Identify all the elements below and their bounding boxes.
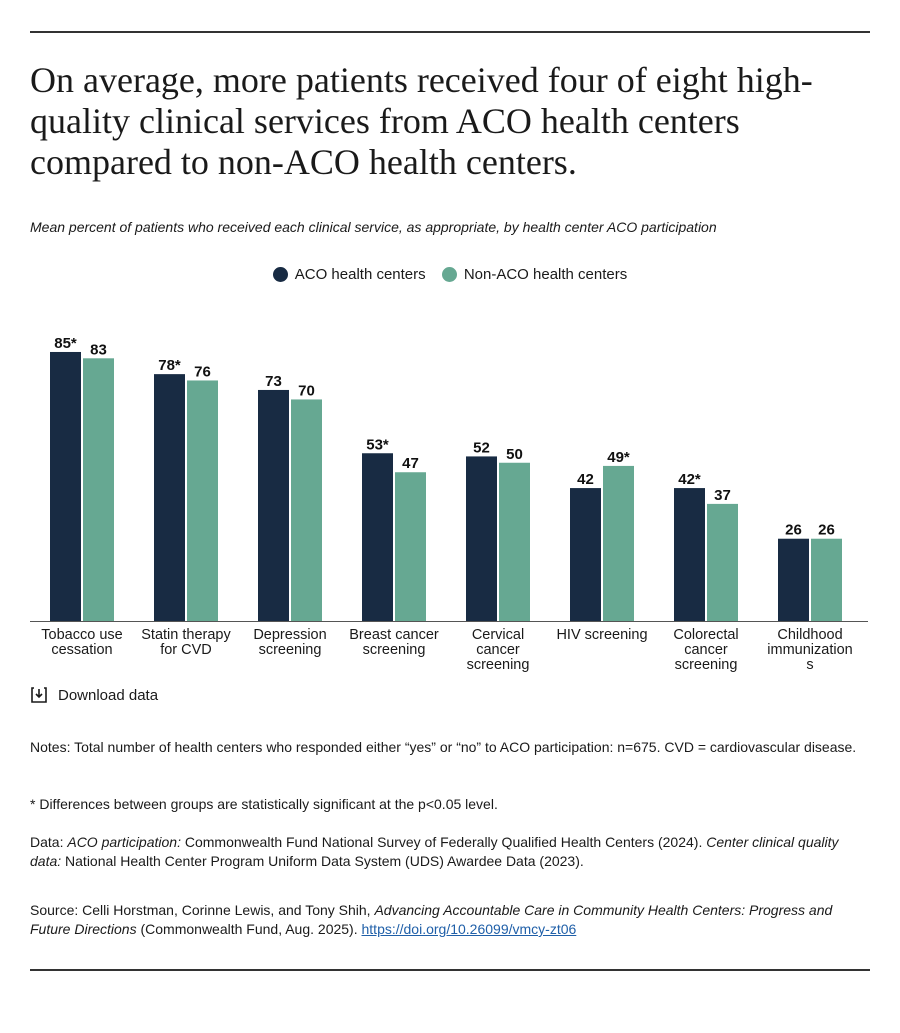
category-label-0-line-0: Tobacco use xyxy=(41,627,122,643)
data-label-aco-0: 85* xyxy=(54,335,77,352)
bar-aco-1 xyxy=(154,374,185,621)
source-prefix: Source: Celli Horstman, Corinne Lewis, a… xyxy=(30,902,375,918)
category-label-3-line-1: screening xyxy=(363,642,426,658)
download-data-label: Download data xyxy=(58,686,159,704)
category-label-7-line-2: s xyxy=(806,657,813,673)
bar-aco-0 xyxy=(50,351,81,621)
source-citation: Source: Celli Horstman, Corinne Lewis, a… xyxy=(30,901,870,939)
bar-aco-5 xyxy=(570,488,601,621)
data-label-non-aco-0: 83 xyxy=(90,341,107,358)
data-label-aco-4: 52 xyxy=(473,439,490,456)
category-label-6-line-1: cancer xyxy=(684,642,728,658)
data-label-non-aco-2: 70 xyxy=(298,382,315,399)
data-label-non-aco-7: 26 xyxy=(818,522,835,539)
bottom-rule xyxy=(30,969,870,971)
bar-non-aco-3 xyxy=(395,472,426,621)
data-label-non-aco-5: 49* xyxy=(607,449,630,466)
legend-swatch-aco xyxy=(272,267,288,282)
data-label-aco-7: 26 xyxy=(785,522,802,539)
bar-aco-6 xyxy=(674,488,705,621)
data-label-non-aco-6: 37 xyxy=(714,487,731,504)
category-label-0-line-1: cessation xyxy=(51,642,112,658)
data-prefix: Data: xyxy=(30,834,68,850)
data-label-aco-1: 78* xyxy=(158,357,181,374)
bar-aco-7 xyxy=(778,538,809,621)
source-title: Advancing Accountable Care in Community … xyxy=(30,902,833,937)
category-label-2-line-1: screening xyxy=(259,642,322,658)
bar-aco-2 xyxy=(258,389,289,621)
source-doi-link[interactable]: https://doi.org/10.26099/vmcy-zt06 xyxy=(361,921,577,937)
data-label-aco-2: 73 xyxy=(265,373,282,390)
data-aco-text: Commonwealth Fund National Survey of Fed… xyxy=(180,834,707,850)
category-label-7-line-1: immunization xyxy=(767,642,852,658)
data-label-non-aco-3: 47 xyxy=(402,455,419,472)
chart-legend: ACO health centers Non-ACO health center… xyxy=(0,266,900,286)
bar-non-aco-4 xyxy=(499,462,530,621)
category-label-2-line-0: Depression xyxy=(253,627,326,643)
legend-item-non-aco: Non-ACO health centers xyxy=(441,266,628,283)
data-aco-label: ACO participation: xyxy=(67,834,181,850)
data-sources: Data: ACO participation: Commonwealth Fu… xyxy=(30,833,870,871)
category-label-5-line-0: HIV screening xyxy=(556,627,647,643)
data-quality-text: National Health Center Program Uniform D… xyxy=(61,853,584,869)
data-label-non-aco-4: 50 xyxy=(506,446,523,463)
chart-title: On average, more patients received four … xyxy=(30,60,813,182)
category-label-4-line-2: screening xyxy=(467,657,530,673)
category-label-3-line-0: Breast cancer xyxy=(349,627,439,643)
bar-aco-3 xyxy=(362,453,393,621)
bar-non-aco-5 xyxy=(603,465,634,621)
source-suffix: (Commonwealth Fund, Aug. 2025). xyxy=(136,921,362,937)
category-label-6-line-0: Colorectal xyxy=(673,627,738,643)
category-label-4-line-1: cancer xyxy=(476,642,520,658)
category-label-4-line-0: Cervical xyxy=(472,627,524,643)
notes-text: Notes: Total number of health centers wh… xyxy=(30,739,857,755)
bar-aco-4 xyxy=(466,456,497,621)
bar-non-aco-6 xyxy=(707,503,738,621)
download-icon xyxy=(31,687,47,703)
data-label-aco-6: 42* xyxy=(678,471,701,488)
category-label-6-line-2: screening xyxy=(675,657,738,673)
top-rule xyxy=(30,31,870,33)
legend-swatch-non-aco xyxy=(441,267,457,282)
bar-non-aco-0 xyxy=(83,358,114,621)
category-label-1-line-0: Statin therapy xyxy=(141,627,231,643)
bar-non-aco-7 xyxy=(811,538,842,621)
data-label-aco-3: 53* xyxy=(366,436,389,453)
legend-label-aco: ACO health centers xyxy=(294,266,426,283)
data-quality-label: Center clinical quality data: xyxy=(30,834,839,869)
download-data-button[interactable]: Download data xyxy=(30,686,158,704)
significance-note: * Differences between groups are statist… xyxy=(30,796,498,812)
bar-non-aco-2 xyxy=(291,399,322,621)
category-label-1-line-1: for CVD xyxy=(160,642,212,658)
data-label-non-aco-1: 76 xyxy=(194,363,211,380)
chart-subtitle: Mean percent of patients who received ea… xyxy=(30,219,717,235)
legend-item-aco: ACO health centers xyxy=(272,266,426,283)
legend-label-non-aco: Non-ACO health centers xyxy=(463,266,628,283)
category-label-7-line-0: Childhood xyxy=(777,627,842,643)
bar-non-aco-1 xyxy=(187,380,218,621)
data-label-aco-5: 42 xyxy=(577,471,594,488)
